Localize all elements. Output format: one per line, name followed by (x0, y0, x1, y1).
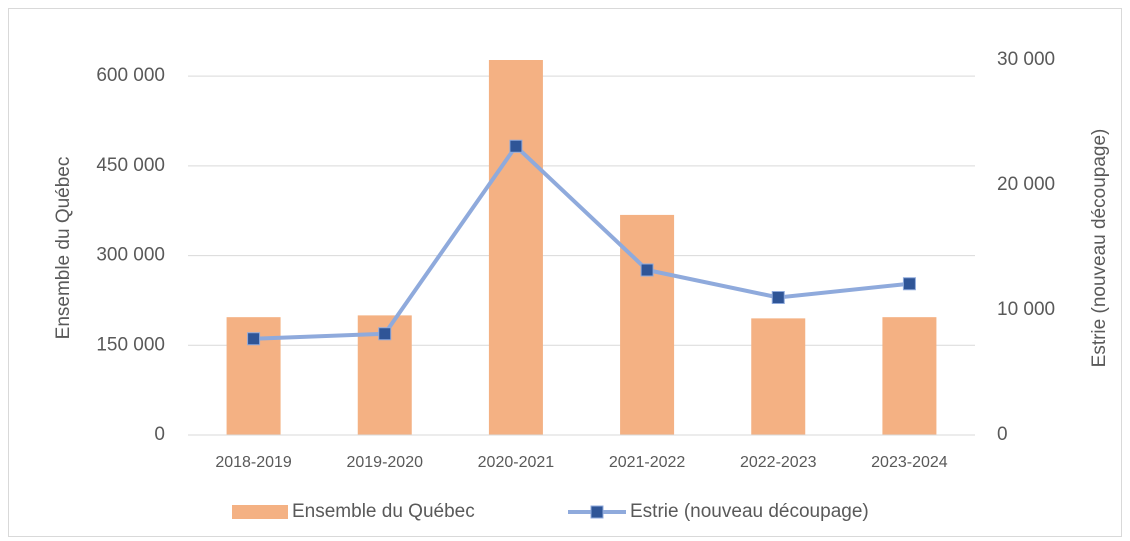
x-tick-label: 2018-2019 (215, 454, 292, 471)
x-tick-label: 2019-2020 (346, 454, 423, 471)
marker (902, 277, 916, 291)
marker (247, 332, 261, 346)
x-tick-label: 2023-2024 (871, 454, 948, 471)
legend-label: Estrie (nouveau découpage) (630, 501, 869, 522)
x-tick-label: 2022-2023 (740, 454, 817, 471)
marker (640, 263, 654, 277)
y-tick-label: 0 (154, 424, 165, 445)
x-tick-label: 2020-2021 (478, 454, 555, 471)
marker (509, 139, 523, 153)
y2-tick-label: 20 000 (997, 174, 1055, 195)
bar (751, 318, 806, 435)
bar (488, 60, 543, 435)
legend-label: Ensemble du Québec (292, 501, 475, 522)
y-tick-label: 600 000 (96, 65, 165, 86)
y2-tick-label: 10 000 (997, 299, 1055, 320)
x-tick-label: 2021-2022 (609, 454, 686, 471)
y-tick-label: 300 000 (96, 245, 165, 266)
y-tick-label: 450 000 (96, 155, 165, 176)
y-tick-label: 150 000 (96, 334, 165, 355)
line (253, 143, 910, 341)
bar (882, 317, 937, 435)
chart-border (8, 8, 1122, 537)
y2-tick-label: 30 000 (997, 49, 1055, 70)
marker (378, 327, 392, 341)
legend-swatch (232, 505, 288, 519)
y-axis-label: Ensemble du Québec (53, 157, 74, 340)
y2-tick-label: 0 (997, 424, 1008, 445)
legend-marker (590, 505, 604, 519)
bar (620, 214, 675, 435)
marker (771, 291, 785, 304)
y2-axis-label: Estrie (nouveau découpage) (1089, 129, 1110, 368)
